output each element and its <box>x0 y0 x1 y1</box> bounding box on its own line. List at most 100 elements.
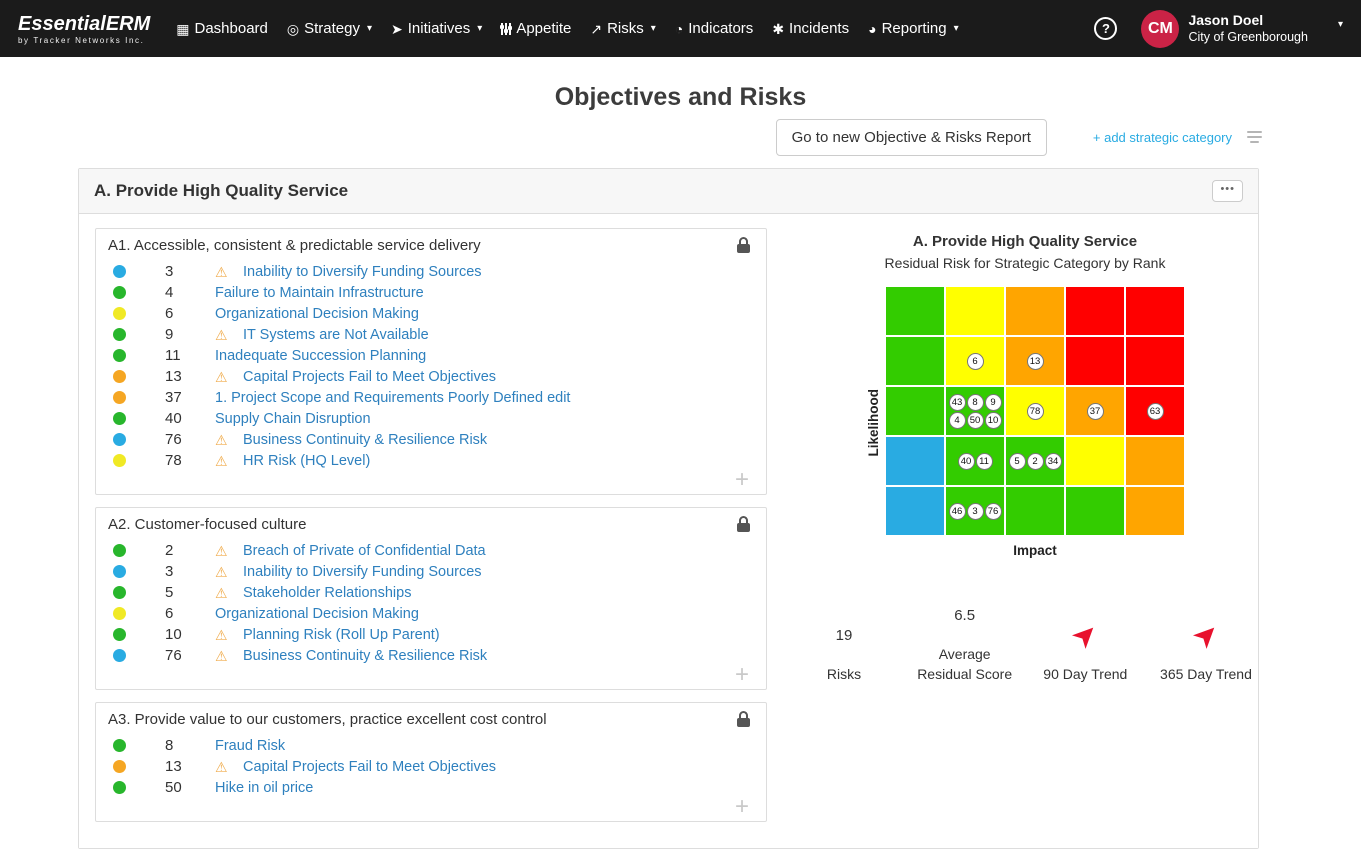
category-menu-button[interactable]: ••• <box>1212 180 1243 202</box>
risk-link[interactable]: Supply Chain Disruption <box>215 410 371 427</box>
risk-link[interactable]: Failure to Maintain Infrastructure <box>215 284 424 301</box>
risk-row: 10 ⚠ Planning Risk (Roll Up Parent) <box>108 624 754 645</box>
risk-rank-badge[interactable]: 3 <box>966 502 984 520</box>
lock-icon[interactable] <box>737 711 750 727</box>
risk-row: 6 Organizational Decision Making <box>108 603 754 624</box>
heatmap-grid-wrap: 6 13 43 8 9 4 50 10 78 37 63 40 11 5 2 34 46 3 76 Impact <box>886 287 1184 558</box>
dropdown-caret-icon: ▾ <box>477 23 483 34</box>
heatmap-cell <box>1126 337 1184 385</box>
risk-link[interactable]: Capital Projects Fail to Meet Objectives <box>243 368 497 385</box>
risk-link[interactable]: 1. Project Scope and Requirements Poorly… <box>215 389 571 406</box>
risk-rank-badge[interactable]: 40 <box>957 452 975 470</box>
risk-link[interactable]: Inability to Diversify Funding Sources <box>243 263 482 280</box>
risk-row: 13 ⚠ Capital Projects Fail to Meet Objecti… <box>108 366 754 387</box>
lock-icon[interactable] <box>737 516 750 532</box>
nav-item-appetite[interactable]: Appetite <box>500 20 571 37</box>
add-strategic-category-link[interactable]: + add strategic category <box>1092 129 1232 145</box>
user-name: Jason Doel <box>1188 12 1264 29</box>
risk-rank-badge[interactable]: 63 <box>1146 402 1164 420</box>
risk-rank: 5 <box>165 584 174 601</box>
risk-rank-badge[interactable]: 5 <box>1008 452 1026 470</box>
risk-link[interactable]: Breach of Private of Confidential Data <box>243 542 486 559</box>
risk-rank-badge[interactable]: 34 <box>1044 452 1062 470</box>
risk-status-dot <box>113 781 126 794</box>
risk-rank-badge[interactable]: 11 <box>975 452 993 470</box>
add-risk-button[interactable]: + <box>734 661 749 688</box>
risk-status-dot <box>113 349 126 362</box>
nav-item-strategy[interactable]: ◎ Strategy ▾ <box>287 20 372 37</box>
objectives-column: A1. Accessible, consistent & predictable… <box>95 228 767 834</box>
stat: ➤ 365 Day Trend <box>1153 598 1259 685</box>
risk-rank-badge[interactable]: 46 <box>948 502 966 520</box>
nav-item-initiatives[interactable]: ➤ Initiatives ▾ <box>391 20 482 37</box>
nav-item-label: Incidents <box>789 20 850 37</box>
add-risk-button[interactable]: + <box>734 466 749 493</box>
risk-rank: 2 <box>165 542 174 559</box>
nav-item-label: Reporting <box>881 20 947 37</box>
warning-icon: ⚠ <box>215 647 228 664</box>
user-menu[interactable]: Jason Doel City of Greenborough <box>1188 11 1308 45</box>
risk-link[interactable]: Planning Risk (Roll Up Parent) <box>243 626 440 643</box>
risk-link[interactable]: Business Continuity & Resilience Risk <box>243 647 488 664</box>
objective-title: A3. Provide value to our customers, prac… <box>108 711 547 728</box>
incidents-asterisk-icon: ✱ <box>772 20 785 37</box>
nav-item-dashboard[interactable]: ▦ Dashboard <box>176 20 268 37</box>
risk-rank-badge[interactable]: 2 <box>1026 452 1044 470</box>
risk-row: 2 ⚠ Breach of Private of Confidential Data <box>108 540 754 561</box>
risk-link[interactable]: Business Continuity & Resilience Risk <box>243 431 488 448</box>
page-title: Objectives and Risks <box>554 83 807 111</box>
risk-link[interactable]: Stakeholder Relationships <box>243 584 412 601</box>
risk-link[interactable]: Inadequate Succession Planning <box>215 347 427 364</box>
risk-row: 76 ⚠ Business Continuity & Resilience Risk <box>108 429 754 450</box>
heatmap-cell: 5 2 34 <box>1006 437 1064 485</box>
heatmap-cell: 40 11 <box>946 437 1004 485</box>
risk-link[interactable]: Capital Projects Fail to Meet Objectives <box>243 758 497 775</box>
risk-row: 76 ⚠ Business Continuity & Resilience Risk <box>108 645 754 666</box>
risks-trend-icon: ↗ <box>590 20 603 37</box>
risk-rank-badge[interactable]: 78 <box>1026 402 1044 420</box>
stat: 19 Risks <box>791 598 897 685</box>
heatmap-cell: 78 <box>1006 387 1064 435</box>
risk-link[interactable]: HR Risk (HQ Level) <box>243 452 371 469</box>
risk-link[interactable]: Hike in oil price <box>215 779 314 796</box>
nav-item-reporting[interactable]: ◕ Reporting ▾ <box>868 20 959 37</box>
heatmap-cell <box>886 487 944 535</box>
risk-link[interactable]: Fraud Risk <box>215 737 286 754</box>
risk-rank-badge[interactable]: 9 <box>984 393 1002 411</box>
nav-item-indicators[interactable]: ◔ Indicators <box>675 20 754 37</box>
risk-rank-badge[interactable]: 13 <box>1026 352 1044 370</box>
nav-item-risks[interactable]: ↗ Risks ▾ <box>590 20 655 37</box>
heatmap-cell <box>1066 337 1124 385</box>
risk-link[interactable]: Organizational Decision Making <box>215 605 419 622</box>
appetite-sliders-icon <box>500 22 513 35</box>
risk-link[interactable]: Inability to Diversify Funding Sources <box>243 563 482 580</box>
risk-row: 40 Supply Chain Disruption <box>108 408 754 429</box>
heatmap-cell: 13 <box>1006 337 1064 385</box>
reporting-pie-icon: ◕ <box>868 20 877 37</box>
risk-rank-badge[interactable]: 76 <box>984 502 1002 520</box>
stat-value: 6.5 <box>954 606 976 624</box>
risk-rank-badge[interactable]: 43 <box>948 393 966 411</box>
risk-rank-badge[interactable]: 4 <box>948 411 966 429</box>
avatar[interactable]: CM <box>1141 9 1180 48</box>
risk-status-dot <box>113 454 126 467</box>
risk-rank-badge[interactable]: 50 <box>966 411 984 429</box>
app-logo[interactable]: EssentialERM by Tracker Networks Inc. <box>18 13 150 45</box>
risk-row: 11 Inadequate Succession Planning <box>108 345 754 366</box>
nav-item-incidents[interactable]: ✱ Incidents <box>772 20 849 37</box>
objective-title: A2. Customer-focused culture <box>108 516 307 533</box>
help-button[interactable]: ? <box>1094 17 1118 40</box>
filter-icon[interactable] <box>1247 131 1262 143</box>
risk-link[interactable]: Organizational Decision Making <box>215 305 419 322</box>
risk-rank-badge[interactable]: 8 <box>966 393 984 411</box>
risk-row: 50 Hike in oil price <box>108 777 754 798</box>
risk-link[interactable]: IT Systems are Not Available <box>243 326 429 343</box>
risk-rank: 11 <box>165 347 181 364</box>
go-to-report-button[interactable]: Go to new Objective & Risks Report <box>775 118 1047 156</box>
risk-rank-badge[interactable]: 6 <box>966 352 984 370</box>
add-risk-button[interactable]: + <box>734 793 749 820</box>
lock-icon[interactable] <box>737 237 750 253</box>
user-menu-caret-icon[interactable]: ▾ <box>1337 18 1343 30</box>
risk-rank-badge[interactable]: 10 <box>984 411 1002 429</box>
risk-rank-badge[interactable]: 37 <box>1086 402 1104 420</box>
